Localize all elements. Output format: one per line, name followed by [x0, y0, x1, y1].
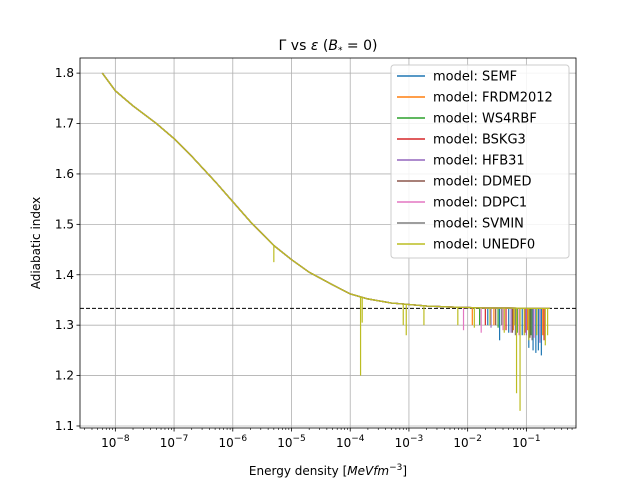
x-tick-label: 10−4	[336, 434, 365, 450]
x-tick-label: 10−3	[395, 434, 424, 450]
x-tick-label: 10−1	[512, 434, 541, 450]
x-tick-label: 10−2	[453, 434, 482, 450]
legend-label: model: DDPC1	[433, 196, 527, 211]
y-axis-label: Adiabatic index	[29, 197, 43, 290]
legend-label: model: SVMIN	[433, 217, 524, 232]
legend-label: model: BSKG3	[433, 133, 526, 148]
legend-entries: model: SEMF model: FRDM2012 model: WS4RBF m…	[397, 70, 553, 253]
axes-frame	[79, 57, 577, 429]
y-tick-label: 1.6	[55, 167, 74, 181]
y-tick-label: 1.1	[55, 419, 74, 433]
chart-title: Γ vs ε (B* = 0)	[279, 38, 378, 56]
series-curve	[101, 72, 550, 310]
series-unedf0	[101, 72, 550, 411]
axis-ticks: 10−8 10−7 10−6 10−5 10−4 10−3 10−2 10−1 1.1 1.2 1.…	[55, 66, 573, 450]
x-tick-label: 10−6	[219, 434, 248, 450]
x-tick-label: 10−8	[101, 434, 130, 450]
y-tick-label: 1.2	[55, 369, 74, 383]
legend-label: model: SEMF	[433, 70, 517, 85]
legend-label: model: UNEDF0	[433, 238, 535, 253]
legend-label: model: HFB31	[433, 154, 525, 169]
y-tick-label: 1.5	[55, 217, 74, 231]
x-axis-label: Energy density [MeVfm−3]	[249, 463, 407, 478]
legend-label: model: FRDM2012	[433, 91, 553, 106]
legend-box	[390, 64, 570, 259]
legend: model: SEMF model: FRDM2012 model: WS4RBF m…	[390, 64, 570, 259]
legend-label: model: DDMED	[433, 175, 531, 190]
y-tick-label: 1.7	[55, 117, 74, 131]
y-tick-label: 1.4	[55, 268, 74, 282]
legend-label: model: WS4RBF	[433, 112, 537, 127]
y-tick-label: 1.3	[55, 318, 74, 332]
series-layer	[101, 72, 550, 411]
x-tick-label: 10−7	[160, 434, 189, 450]
x-tick-label: 10−5	[277, 434, 306, 450]
y-tick-label: 1.8	[55, 66, 74, 80]
